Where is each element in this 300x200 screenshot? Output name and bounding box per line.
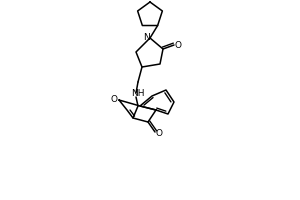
Text: O: O: [110, 95, 118, 104]
Text: O: O: [155, 129, 163, 138]
Text: NH: NH: [131, 88, 145, 98]
Text: N: N: [142, 32, 149, 42]
Text: O: O: [175, 40, 182, 49]
